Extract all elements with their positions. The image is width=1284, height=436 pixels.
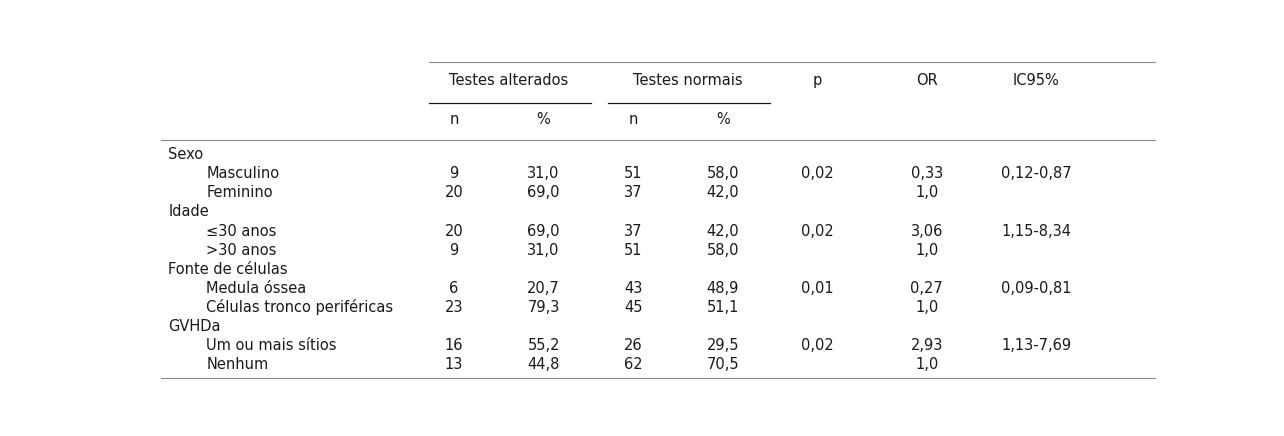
Text: 0,33: 0,33 [910, 166, 942, 181]
Text: 0,02: 0,02 [801, 338, 833, 353]
Text: 42,0: 42,0 [706, 224, 740, 238]
Text: n: n [449, 112, 458, 127]
Text: 51,1: 51,1 [706, 300, 738, 315]
Text: OR: OR [915, 73, 937, 89]
Text: 0,02: 0,02 [801, 166, 833, 181]
Text: 0,27: 0,27 [910, 281, 944, 296]
Text: 0,02: 0,02 [801, 224, 833, 238]
Text: 31,0: 31,0 [528, 166, 560, 181]
Text: n: n [628, 112, 638, 127]
Text: 23: 23 [444, 300, 464, 315]
Text: 45: 45 [624, 300, 642, 315]
Text: Testes alterados: Testes alterados [449, 73, 569, 89]
Text: Testes normais: Testes normais [633, 73, 742, 89]
Text: Sexo: Sexo [168, 147, 204, 162]
Text: %: % [716, 112, 729, 127]
Text: >30 anos: >30 anos [207, 242, 276, 258]
Text: 9: 9 [449, 242, 458, 258]
Text: 1,0: 1,0 [915, 300, 939, 315]
Text: 58,0: 58,0 [706, 166, 740, 181]
Text: Idade: Idade [168, 204, 209, 219]
Text: 26: 26 [624, 338, 642, 353]
Text: 0,01: 0,01 [801, 281, 833, 296]
Text: 31,0: 31,0 [528, 242, 560, 258]
Text: 48,9: 48,9 [706, 281, 738, 296]
Text: 55,2: 55,2 [528, 338, 560, 353]
Text: 1,13-7,69: 1,13-7,69 [1002, 338, 1071, 353]
Text: 69,0: 69,0 [528, 224, 560, 238]
Text: Fonte de células: Fonte de células [168, 262, 288, 277]
Text: 29,5: 29,5 [706, 338, 740, 353]
Text: 44,8: 44,8 [528, 357, 560, 372]
Text: ≤30 anos: ≤30 anos [207, 224, 276, 238]
Text: 58,0: 58,0 [706, 242, 740, 258]
Text: 20: 20 [444, 185, 464, 201]
Text: 69,0: 69,0 [528, 185, 560, 201]
Text: 20: 20 [444, 224, 464, 238]
Text: 1,0: 1,0 [915, 357, 939, 372]
Text: 51: 51 [624, 166, 642, 181]
Text: 70,5: 70,5 [706, 357, 740, 372]
Text: 6: 6 [449, 281, 458, 296]
Text: 51: 51 [624, 242, 642, 258]
Text: 37: 37 [624, 185, 642, 201]
Text: 13: 13 [444, 357, 464, 372]
Text: Feminino: Feminino [207, 185, 273, 201]
Text: Masculino: Masculino [207, 166, 280, 181]
Text: 79,3: 79,3 [528, 300, 560, 315]
Text: 16: 16 [444, 338, 464, 353]
Text: 2,93: 2,93 [910, 338, 942, 353]
Text: 1,0: 1,0 [915, 242, 939, 258]
Text: 1,15-8,34: 1,15-8,34 [1002, 224, 1071, 238]
Text: 1,0: 1,0 [915, 185, 939, 201]
Text: Nenhum: Nenhum [207, 357, 268, 372]
Text: Um ou mais sítios: Um ou mais sítios [207, 338, 336, 353]
Text: 0,12-0,87: 0,12-0,87 [1000, 166, 1072, 181]
Text: 43: 43 [624, 281, 642, 296]
Text: Células tronco periféricas: Células tronco periféricas [207, 300, 393, 315]
Text: 62: 62 [624, 357, 642, 372]
Text: GVHDa: GVHDa [168, 319, 221, 334]
Text: 37: 37 [624, 224, 642, 238]
Text: %: % [537, 112, 551, 127]
Text: p: p [813, 73, 822, 89]
Text: 3,06: 3,06 [910, 224, 942, 238]
Text: IC95%: IC95% [1013, 73, 1059, 89]
Text: 0,09-0,81: 0,09-0,81 [1002, 281, 1071, 296]
Text: Medula óssea: Medula óssea [207, 281, 307, 296]
Text: 20,7: 20,7 [528, 281, 560, 296]
Text: 42,0: 42,0 [706, 185, 740, 201]
Text: 9: 9 [449, 166, 458, 181]
